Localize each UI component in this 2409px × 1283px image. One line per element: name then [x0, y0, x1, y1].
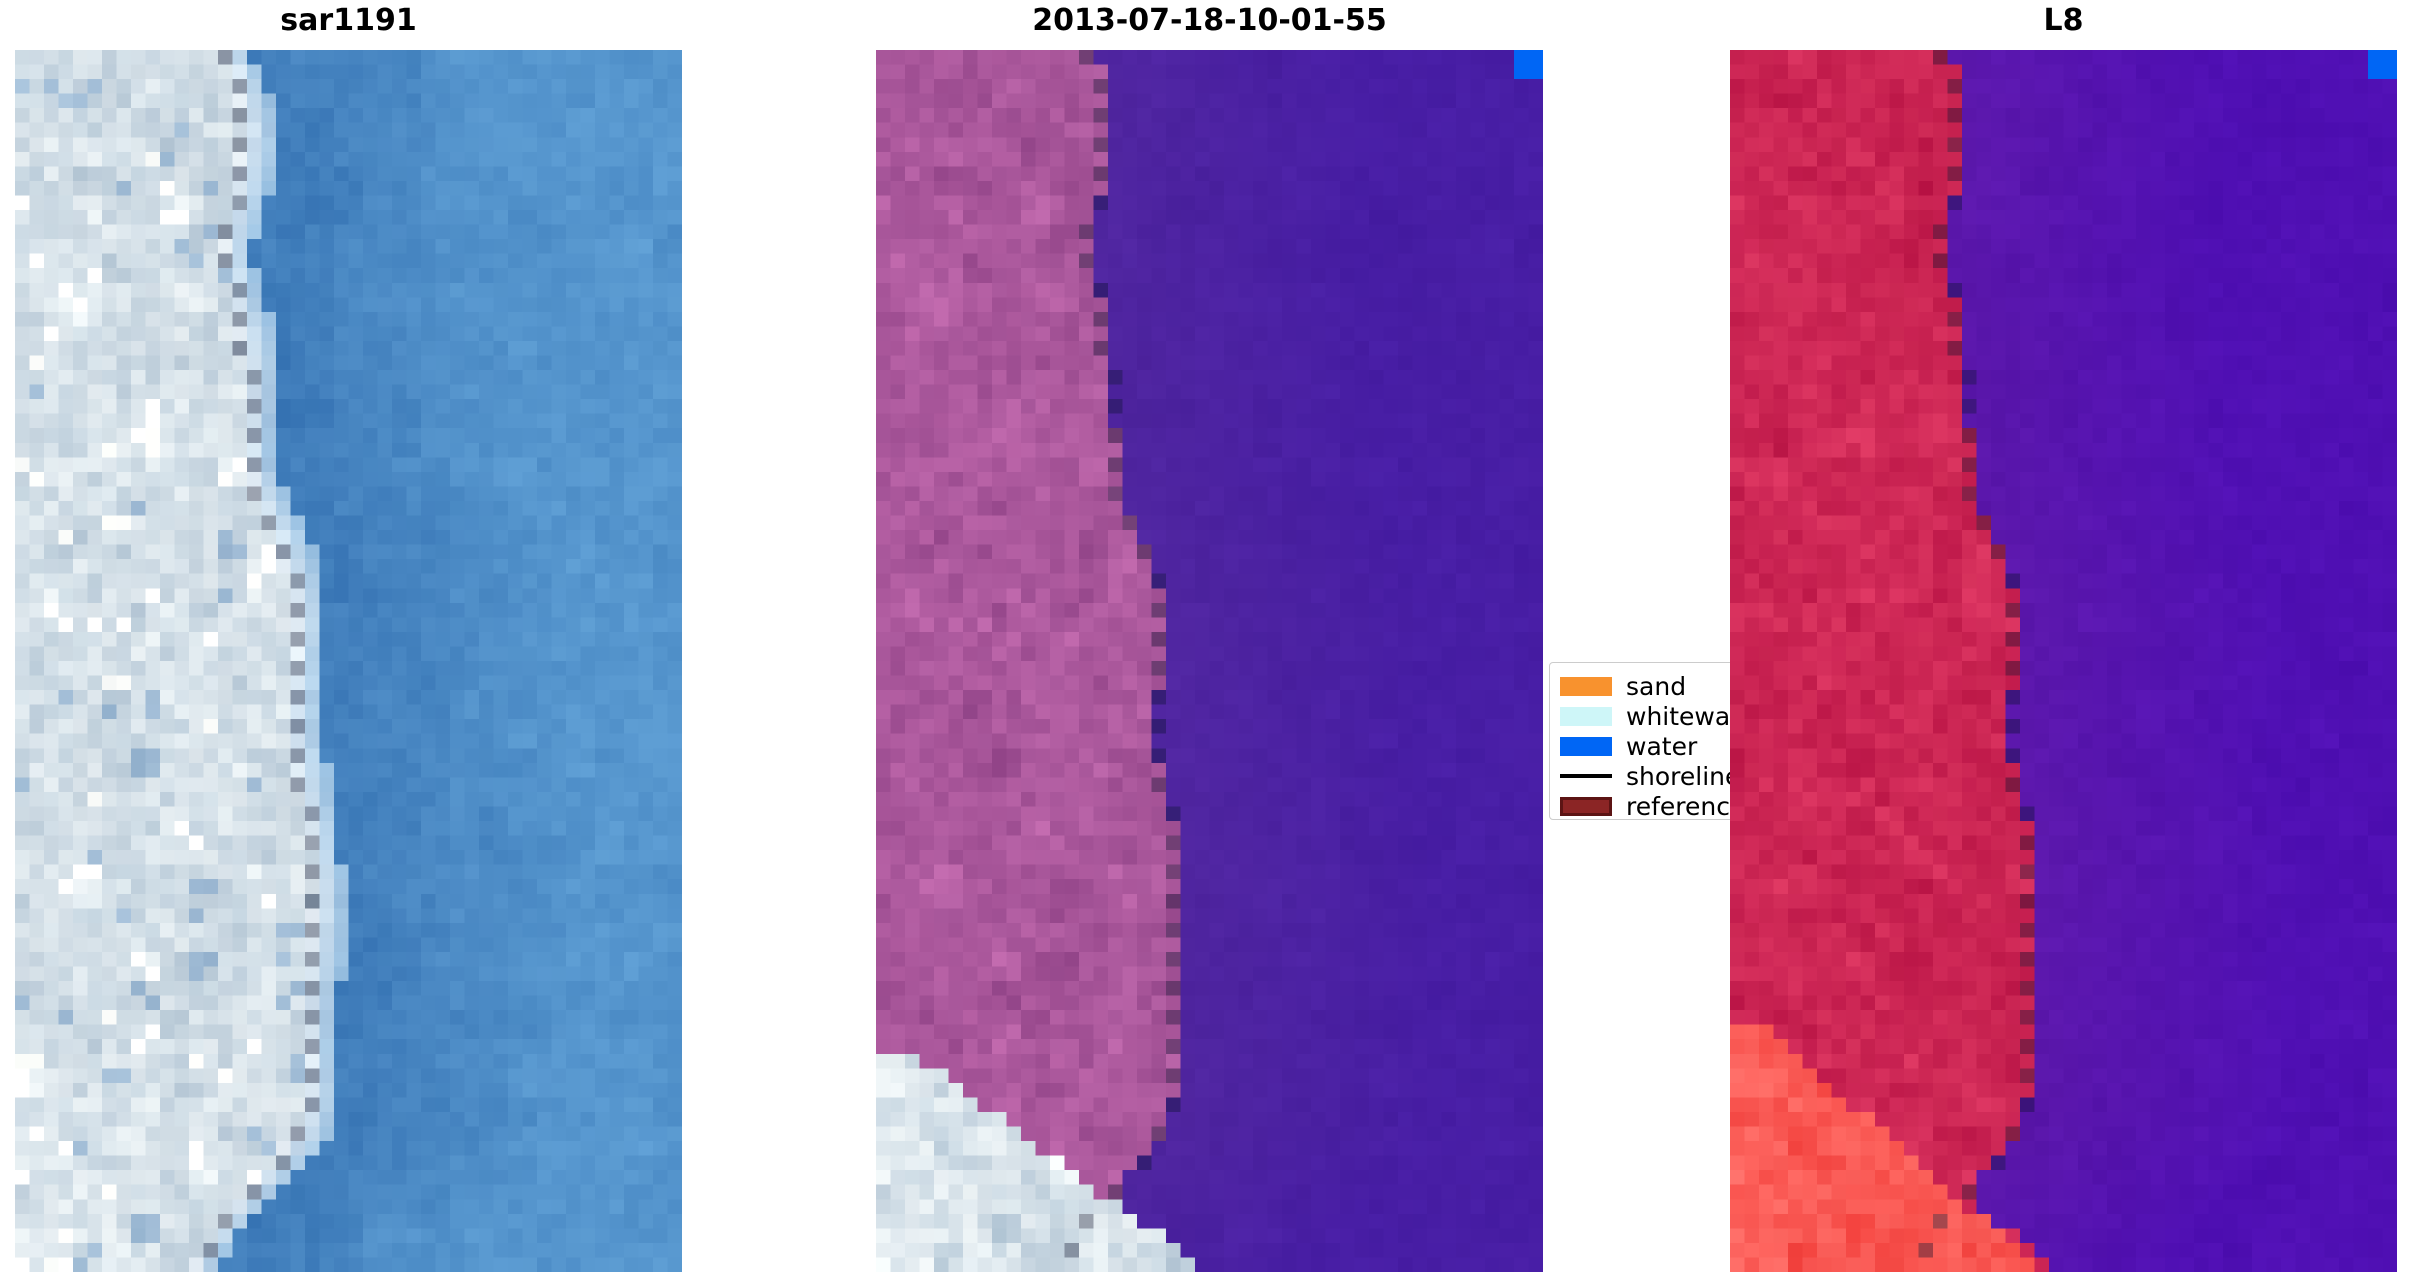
l8-raster — [1730, 50, 2397, 1272]
reference-shoreline-swatch — [1560, 796, 1612, 816]
legend-box: sand whitewater water shoreline referenc… — [1549, 662, 1735, 820]
legend-label-whitewater: whitewater — [1626, 701, 1734, 731]
sand-swatch — [1560, 676, 1612, 696]
panel-title-3: L8 — [2043, 3, 2084, 38]
whitewater-swatch — [1560, 706, 1612, 726]
legend-item-sand: sand — [1550, 671, 1734, 701]
image-panel-classified[interactable] — [876, 50, 1543, 1272]
legend-label-reference-shoreline: reference shoreline — [1626, 791, 1735, 820]
sar-rgb-raster — [15, 50, 682, 1272]
legend-item-water: water — [1550, 731, 1734, 761]
legend-label-shoreline: shoreline — [1626, 761, 1735, 791]
image-panel-sar-rgb[interactable] — [15, 50, 682, 1272]
legend-item-whitewater: whitewater — [1550, 701, 1734, 731]
legend-item-shoreline: shoreline — [1550, 761, 1734, 791]
classified-raster — [876, 50, 1543, 1272]
panel-title-1: sar1191 — [280, 3, 417, 38]
legend-item-reference-shoreline: reference shoreline — [1550, 791, 1735, 820]
water-swatch — [1560, 736, 1612, 756]
panel-title-2: 2013-07-18-10-01-55 — [1032, 3, 1387, 38]
shoreline-line-icon — [1560, 767, 1612, 786]
image-panel-l8[interactable] — [1730, 50, 2397, 1272]
legend-label-sand: sand — [1626, 671, 1687, 701]
legend-label-water: water — [1626, 731, 1698, 761]
